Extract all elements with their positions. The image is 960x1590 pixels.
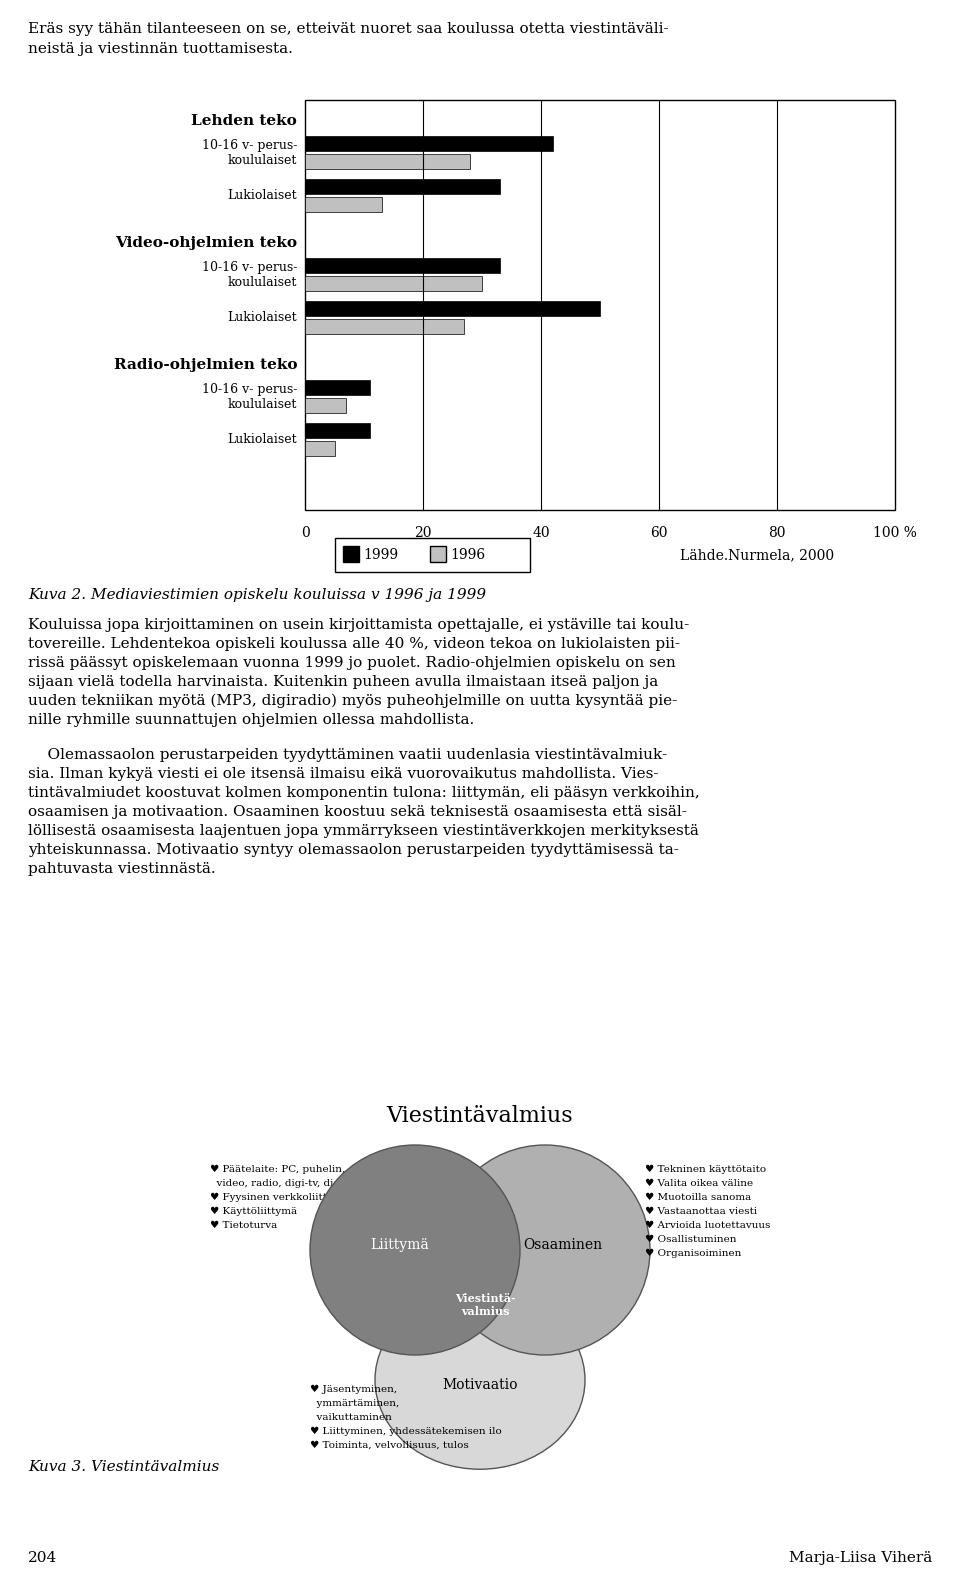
Text: Viestintä-
valmius: Viestintä- valmius <box>455 1293 516 1317</box>
Text: ymmärtäminen,: ymmärtäminen, <box>310 1399 399 1409</box>
Text: Motivaatio: Motivaatio <box>443 1379 517 1391</box>
Bar <box>305 137 553 151</box>
Text: ♥ Osallistuminen: ♥ Osallistuminen <box>645 1235 736 1243</box>
Text: video, radio, digi-tv, digiradio...: video, radio, digi-tv, digiradio... <box>210 1180 380 1188</box>
Bar <box>305 154 470 169</box>
Text: 60: 60 <box>650 526 668 541</box>
Text: 100 %: 100 % <box>873 526 917 541</box>
Bar <box>305 277 482 291</box>
Text: ♥ Fyysinen verkkoliittymä: ♥ Fyysinen verkkoliittymä <box>210 1192 348 1202</box>
Text: Eräs syy tähän tilanteeseen on se, etteivät nuoret saa koulussa otetta viestintä: Eräs syy tähän tilanteeseen on se, ettei… <box>28 22 668 56</box>
Ellipse shape <box>310 1145 520 1355</box>
Text: Kouluissa jopa kirjoittaminen on usein kirjoittamista opettajalle, ei ystäville : Kouluissa jopa kirjoittaminen on usein k… <box>28 619 689 727</box>
Bar <box>305 197 382 211</box>
Text: 10-16 v- perus-
koululaiset: 10-16 v- perus- koululaiset <box>202 261 297 288</box>
Text: Lähde.Nurmela, 2000: Lähde.Nurmela, 2000 <box>680 549 834 561</box>
Text: ♥ Arvioida luotettavuus: ♥ Arvioida luotettavuus <box>645 1221 770 1231</box>
Text: 10-16 v- perus-
koululaiset: 10-16 v- perus- koululaiset <box>202 383 297 410</box>
Text: Kuva 3. Viestintävalmius: Kuva 3. Viestintävalmius <box>28 1460 220 1474</box>
Text: ♥ Käyttöliittymä: ♥ Käyttöliittymä <box>210 1207 298 1216</box>
Bar <box>305 380 370 394</box>
Text: ♥ Toiminta, velvollisuus, tulos: ♥ Toiminta, velvollisuus, tulos <box>310 1441 468 1450</box>
Text: Marja-Liisa Viherä: Marja-Liisa Viherä <box>789 1550 932 1565</box>
Text: Lukiolaiset: Lukiolaiset <box>228 189 297 202</box>
Text: 204: 204 <box>28 1550 58 1565</box>
Text: Osaaminen: Osaaminen <box>523 1239 603 1251</box>
Text: 1996: 1996 <box>450 549 485 561</box>
Bar <box>305 301 600 316</box>
Text: ♥ Päätelaite: PC, puhelin,: ♥ Päätelaite: PC, puhelin, <box>210 1165 346 1175</box>
Text: ♥ Liittyminen, yhdessätekemisen ilo: ♥ Liittyminen, yhdessätekemisen ilo <box>310 1426 502 1436</box>
Bar <box>305 100 895 510</box>
Text: Viestintävalmius: Viestintävalmius <box>387 1105 573 1127</box>
Text: ♥ Jäsentyminen,: ♥ Jäsentyminen, <box>310 1385 397 1394</box>
Text: ♥ Organisoiminen: ♥ Organisoiminen <box>645 1250 741 1258</box>
Text: Video-ohjelmien teko: Video-ohjelmien teko <box>115 235 297 250</box>
Text: Lehden teko: Lehden teko <box>191 114 297 129</box>
Text: 0: 0 <box>300 526 309 541</box>
Bar <box>343 545 359 561</box>
Bar <box>305 423 370 437</box>
Text: ♥ Valita oikea väline: ♥ Valita oikea väline <box>645 1180 754 1188</box>
Bar <box>430 545 446 561</box>
Bar <box>305 440 334 456</box>
Text: Radio-ohjelmien teko: Radio-ohjelmien teko <box>113 358 297 372</box>
Text: Olemassaolon perustarpeiden tyydyttäminen vaatii uudenlasia viestintävalmiuk-
si: Olemassaolon perustarpeiden tyydyttämine… <box>28 747 700 876</box>
Text: 1999: 1999 <box>363 549 398 561</box>
Text: 80: 80 <box>768 526 785 541</box>
Text: ♥ Muotoilla sanoma: ♥ Muotoilla sanoma <box>645 1192 752 1202</box>
Text: vaikuttaminen: vaikuttaminen <box>310 1414 392 1421</box>
Text: Lukiolaiset: Lukiolaiset <box>228 432 297 447</box>
Text: ♥ Tietoturva: ♥ Tietoturva <box>210 1221 277 1231</box>
Text: Lukiolaiset: Lukiolaiset <box>228 312 297 324</box>
Text: ♥ Tekninen käyttötaito: ♥ Tekninen käyttötaito <box>645 1165 766 1175</box>
Text: 40: 40 <box>532 526 550 541</box>
Bar <box>305 320 465 334</box>
Text: Kuva 2. Mediaviestimien opiskelu kouluissa v 1996 ja 1999: Kuva 2. Mediaviestimien opiskelu kouluis… <box>28 588 486 603</box>
Text: Liittymä: Liittymä <box>371 1239 429 1251</box>
Bar <box>305 258 500 273</box>
Bar <box>305 398 347 413</box>
Ellipse shape <box>440 1145 650 1355</box>
Text: 10-16 v- perus-
koululaiset: 10-16 v- perus- koululaiset <box>202 138 297 167</box>
Ellipse shape <box>375 1291 585 1469</box>
Text: ♥ Vastaanottaa viesti: ♥ Vastaanottaa viesti <box>645 1207 757 1216</box>
Bar <box>305 180 500 194</box>
Text: 20: 20 <box>415 526 432 541</box>
Bar <box>335 537 530 572</box>
